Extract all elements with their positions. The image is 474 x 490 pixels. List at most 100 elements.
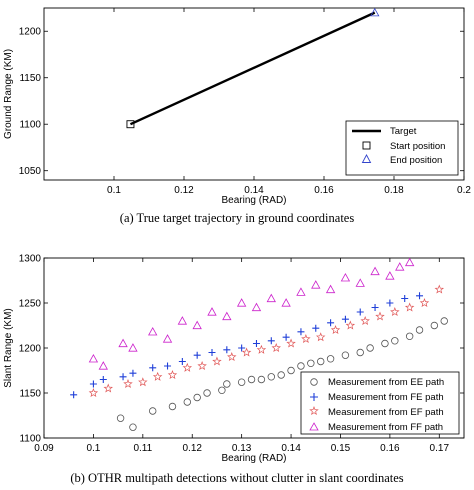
b-point-s2 <box>390 307 400 317</box>
legend-ef-star <box>309 406 319 416</box>
chart-b-legend: Measurement from EE path Measurement fro… <box>300 371 460 435</box>
chart-b-marks <box>70 257 448 431</box>
a-xtick-label: 0.18 <box>384 185 404 196</box>
legend-start-label: Start position <box>390 141 445 152</box>
b-point-s3 <box>118 338 128 348</box>
chart-a-legend: Target Start position End position <box>345 120 459 176</box>
b-point-s3 <box>281 298 291 307</box>
b-point-s1 <box>327 319 335 327</box>
a-series-line-0 <box>129 11 376 126</box>
b-point-s3 <box>177 316 188 325</box>
chart-b-legend-box <box>300 371 460 435</box>
a-xtick-label: 0.14 <box>244 185 264 196</box>
legend-fe-marker <box>310 393 318 401</box>
b-point-s2 <box>271 343 281 353</box>
b-point-s0 <box>391 337 399 345</box>
chart-a-x-ticks: 0.1 0.12 0.14 0.16 0.18 0.2 <box>107 8 471 196</box>
b-point-s0 <box>267 373 275 381</box>
chart-a-y-ticks: 1050 1100 1150 1200 <box>19 27 464 177</box>
chart-b-caption: (b) OTHR multipath detections without cl… <box>70 471 403 485</box>
b-xtick-label: 0.1 <box>86 443 100 454</box>
b-point-s1 <box>401 295 409 302</box>
b-point-s2 <box>434 284 445 294</box>
b-point-s0 <box>307 359 315 367</box>
b-point-s0 <box>203 389 211 397</box>
b-point-s2 <box>212 356 222 366</box>
b-point-s3 <box>355 278 365 287</box>
b-point-s2 <box>375 311 385 321</box>
b-point-s0 <box>356 348 364 357</box>
b-point-s1 <box>208 349 216 356</box>
a-ytick-label: 1150 <box>19 73 41 84</box>
b-point-s0 <box>218 386 226 394</box>
b-point-s0 <box>183 398 191 406</box>
b-point-s1 <box>386 299 394 307</box>
b-xtick-label: 0.13 <box>232 443 252 454</box>
b-point-s1 <box>164 362 172 370</box>
chart-b-y-ticks: 1100 1150 1200 1250 1300 <box>19 254 464 445</box>
b-point-s1 <box>356 308 364 316</box>
b-point-s0 <box>168 402 177 411</box>
b-point-s3 <box>325 284 336 294</box>
b-point-s3 <box>222 311 232 321</box>
b-point-s3 <box>88 353 99 363</box>
b-point-s0 <box>149 407 157 415</box>
b-point-s1 <box>267 337 275 345</box>
a-xtick-label: 0.1 <box>107 185 121 196</box>
b-ytick-label: 1200 <box>19 344 42 355</box>
b-point-s3 <box>236 298 247 307</box>
legend-ee-label: Measurement from EE path <box>328 377 444 388</box>
b-point-s3 <box>395 262 405 271</box>
legend-fe-label: Measurement from FE path <box>328 392 444 403</box>
b-xtick-label: 0.14 <box>281 443 301 454</box>
b-point-s0 <box>326 355 335 363</box>
b-point-s3 <box>340 272 351 282</box>
b-point-s1 <box>149 364 157 372</box>
b-xtick-label: 0.11 <box>133 443 152 454</box>
b-point-s0 <box>297 362 305 370</box>
b-point-s3 <box>311 280 321 289</box>
b-point-s2 <box>286 338 296 348</box>
b-point-s1 <box>193 351 201 359</box>
b-ytick-label: 1250 <box>19 299 42 310</box>
chart-a-caption: (a) True target trajectory in ground coo… <box>120 211 355 225</box>
legend-ff-marker <box>309 422 319 431</box>
b-point-s0 <box>405 332 414 340</box>
b-point-s1 <box>341 315 349 323</box>
b-point-s2 <box>330 325 341 335</box>
b-point-s2 <box>138 377 148 387</box>
b-xtick-label: 0.09 <box>34 443 54 454</box>
b-point-s2 <box>227 352 237 362</box>
b-point-s2 <box>345 320 356 330</box>
b-point-s2 <box>167 370 178 380</box>
b-point-s2 <box>419 298 430 308</box>
a-ytick-label: 1200 <box>19 27 42 38</box>
legend-end-label: End position <box>390 155 442 166</box>
b-point-s0 <box>381 339 389 348</box>
b-point-s1 <box>119 373 127 381</box>
b-point-s3 <box>128 343 138 352</box>
b-point-s2 <box>256 344 267 354</box>
chart-b-ylabel: Slant Range (KM) <box>3 308 14 387</box>
b-point-s1 <box>282 333 290 341</box>
chart-b-xlabel: Bearing (RAD) <box>221 453 286 464</box>
legend-ef-label: Measurement from EF path <box>328 407 444 418</box>
chart-b: 0.09 0.1 0.11 0.12 0.13 0.14 0.15 0.16 0.17 1100… <box>3 254 465 485</box>
chart-a: 0.1 0.12 0.14 0.16 0.18 0.2 1050110011501200 … <box>3 7 471 225</box>
b-point-s3 <box>207 307 217 316</box>
b-point-s0 <box>430 321 439 330</box>
b-point-s0 <box>366 344 374 352</box>
b-point-s0 <box>129 423 137 431</box>
b-point-s3 <box>266 293 276 303</box>
b-point-s1 <box>70 391 78 399</box>
b-point-s1 <box>416 292 424 300</box>
b-point-s2 <box>241 347 252 357</box>
b-point-s2 <box>197 361 207 371</box>
a-point-s1 <box>126 120 135 129</box>
b-point-s1 <box>297 328 305 336</box>
chart-a-ylabel: Ground Range (KM) <box>3 49 14 139</box>
b-point-s3 <box>385 271 395 280</box>
b-point-s2 <box>301 334 311 344</box>
b-point-s0 <box>116 414 125 422</box>
